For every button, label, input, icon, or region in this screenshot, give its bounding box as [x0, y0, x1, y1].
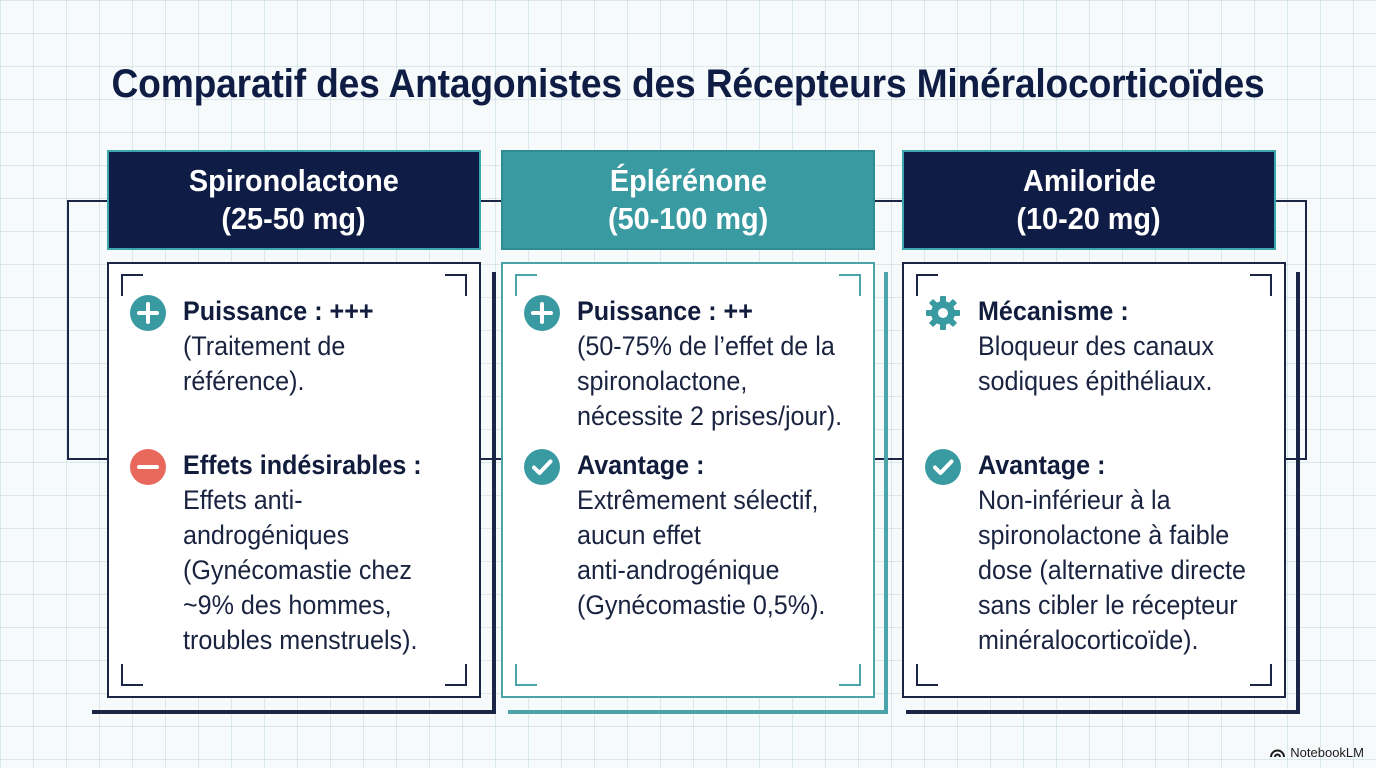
item-line: Extrêmement sélectif,: [577, 485, 819, 515]
item-label: Avantage :: [978, 450, 1106, 480]
page-title: Comparatif des Antagonistes des Récepteu…: [111, 62, 1265, 106]
item-line: minéralocorticoïde).: [978, 625, 1199, 655]
item-line: ~9% des hommes,: [183, 590, 392, 620]
item-label: Avantage :: [577, 450, 705, 480]
item-line: Effets anti-: [183, 485, 303, 515]
item-line: aucun effet: [577, 520, 701, 550]
item-label: Effets indésirables :: [183, 450, 422, 480]
drug-name: Éplérénone: [609, 163, 767, 198]
card-shadow: [906, 272, 1300, 714]
drug-name: Amiloride: [1022, 163, 1156, 198]
drug-dose: (50-100 mg): [607, 201, 769, 236]
item-label: Puissance : ++: [577, 296, 753, 326]
gear-icon: [926, 296, 960, 330]
item-line: nécessite 2 prises/jour).: [577, 401, 843, 431]
card-shadow: [508, 272, 888, 714]
check-circle-icon: [524, 449, 560, 485]
check-circle-icon: [925, 449, 961, 485]
notebooklm-logo-icon: [1270, 749, 1286, 758]
item-label: Mécanisme :: [978, 296, 1129, 326]
item-line: (Traitement de: [183, 331, 346, 361]
drug-dose: (10-20 mg): [1016, 201, 1162, 236]
drug-dose: (25-50 mg): [221, 201, 367, 236]
item-line: référence).: [183, 366, 305, 396]
item-line: sans cibler le récepteur: [978, 590, 1238, 620]
item-line: troubles menstruels).: [183, 625, 418, 655]
item-line: dose (alternative directe: [978, 555, 1246, 585]
plus-circle-icon: [130, 295, 166, 331]
item-line: Bloqueur des canaux: [978, 331, 1214, 361]
drug-name: Spironolactone: [189, 163, 399, 198]
card-eplerenone: Puissance : ++ (50-75% de l’effet de la …: [501, 262, 875, 698]
column-header-amiloride: Amiloride (10-20 mg): [902, 150, 1276, 250]
item-line: (Gynécomastie chez: [183, 555, 412, 585]
item-line: androgéniques: [183, 520, 350, 550]
card-amiloride: Mécanisme : Bloqueur des canaux sodiques…: [902, 262, 1286, 698]
card-shadow: [92, 272, 496, 714]
card-spironolactone: Puissance : +++ (Traitement de référence…: [107, 262, 481, 698]
plus-circle-icon: [524, 295, 560, 331]
column-header-eplerenone: Éplérénone (50-100 mg): [501, 150, 875, 250]
minus-circle-icon: [130, 449, 166, 485]
item-line: anti-androgénique: [577, 555, 780, 585]
column-header-spironolactone: Spironolactone (25-50 mg): [107, 150, 481, 250]
item-line: spironolactone à faible: [978, 520, 1230, 550]
brand-watermark: NotebookLM: [1270, 745, 1364, 760]
item-label: Puissance : +++: [183, 296, 374, 326]
item-line: spironolactone,: [577, 366, 748, 396]
brand-label: NotebookLM: [1290, 745, 1364, 760]
item-line: (Gynécomastie 0,5%).: [577, 590, 826, 620]
item-line: Non-inférieur à la: [978, 485, 1171, 515]
item-line: (50-75% de l’effet de la: [577, 331, 835, 361]
item-line: sodiques épithéliaux.: [978, 366, 1213, 396]
